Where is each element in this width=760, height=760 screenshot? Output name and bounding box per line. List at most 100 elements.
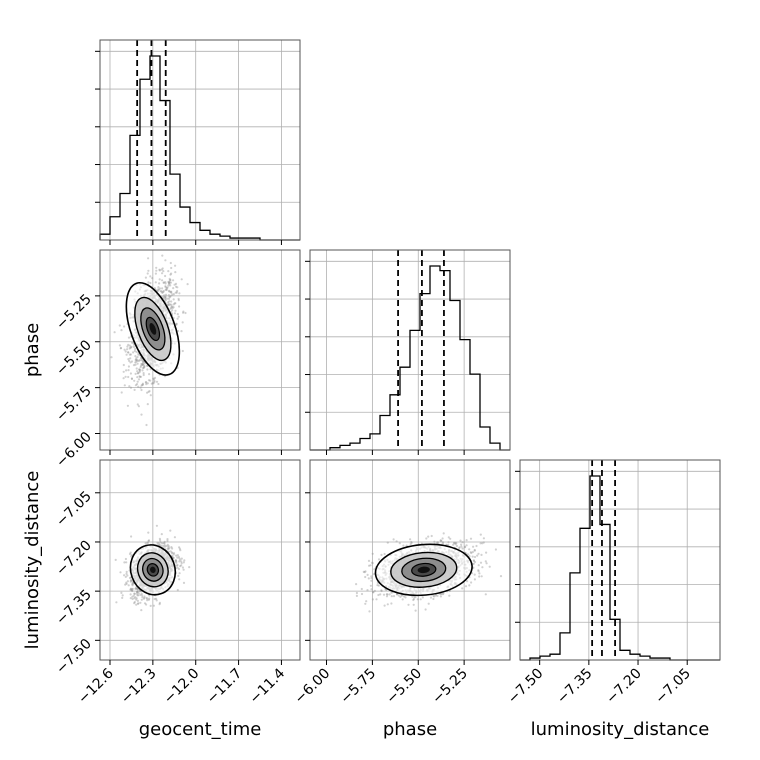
scatter-point xyxy=(141,383,144,386)
scatter-point xyxy=(169,294,172,297)
scatter-point xyxy=(172,279,175,282)
scatter-point xyxy=(170,266,173,270)
scatter-point xyxy=(369,584,372,587)
scatter-point xyxy=(129,593,132,596)
scatter-point xyxy=(395,593,399,596)
scatter-point xyxy=(178,557,181,560)
scatter-point xyxy=(432,597,435,601)
scatter-point xyxy=(127,351,130,354)
scatter-point xyxy=(168,279,172,282)
scatter-point xyxy=(158,537,161,540)
scatter-point xyxy=(123,384,126,387)
scatter-point xyxy=(158,603,161,606)
scatter-point xyxy=(470,551,473,555)
scatter-point xyxy=(181,349,184,353)
scatter-point xyxy=(153,380,156,383)
scatter-point xyxy=(385,593,388,596)
scatter-point xyxy=(136,380,139,383)
scatter-point xyxy=(166,297,169,300)
scatter-point xyxy=(130,579,133,582)
scatter-point xyxy=(409,538,412,541)
scatter-point xyxy=(377,593,380,597)
scatter-point xyxy=(157,542,160,545)
scatter-point xyxy=(169,307,172,310)
scatter-point xyxy=(129,580,132,583)
scatter-point xyxy=(439,595,442,598)
scatter-point xyxy=(167,282,171,285)
scatter-point xyxy=(137,594,140,597)
scatter-point xyxy=(152,377,155,380)
scatter-point xyxy=(129,372,132,375)
scatter-point xyxy=(404,596,407,599)
scatter-point xyxy=(175,322,178,325)
histogram-step xyxy=(520,475,720,661)
scatter-point xyxy=(164,297,167,300)
scatter-point xyxy=(181,566,184,569)
scatter-point xyxy=(142,597,145,600)
scatter-point xyxy=(170,303,173,306)
scatter-point xyxy=(170,551,173,554)
scatter-point xyxy=(478,575,481,578)
scatter-point xyxy=(169,261,172,265)
scatter-point xyxy=(140,362,143,366)
scatter-point xyxy=(124,575,127,579)
density-contour xyxy=(417,566,430,574)
scatter-point xyxy=(170,300,173,303)
scatter-point xyxy=(421,596,424,599)
scatter-point xyxy=(143,362,147,365)
x-tick-label: −12.6 xyxy=(75,665,117,707)
scatter-point xyxy=(412,603,415,606)
scatter-point xyxy=(151,277,154,280)
scatter-point xyxy=(176,313,179,316)
scatter-point xyxy=(178,546,181,549)
scatter-point xyxy=(131,588,134,591)
scatter-point xyxy=(161,291,164,294)
scatter-point xyxy=(482,541,485,544)
scatter-point xyxy=(132,594,135,597)
scatter-point xyxy=(440,540,443,543)
scatter-point xyxy=(388,593,391,596)
scatter-point xyxy=(464,585,468,588)
scatter-point xyxy=(135,598,138,601)
scatter-point xyxy=(370,588,373,591)
scatter-point xyxy=(119,346,123,350)
scatter-point xyxy=(469,551,472,554)
scatter-point xyxy=(179,549,182,552)
scatter-point xyxy=(499,575,503,578)
scatter-point xyxy=(130,360,134,363)
scatter-point xyxy=(159,539,162,542)
scatter-point xyxy=(414,609,417,612)
x-tick-label: −12.3 xyxy=(118,666,160,708)
scatter-point xyxy=(441,542,444,545)
scatter-point xyxy=(162,542,165,545)
scatter-point xyxy=(145,381,148,384)
scatter-point xyxy=(412,597,415,601)
grid-lines xyxy=(100,460,300,660)
x-tick-label: −5.25 xyxy=(429,666,471,708)
scatter-point xyxy=(141,369,144,372)
scatter-point xyxy=(134,355,137,358)
scatter-point xyxy=(129,353,132,356)
scatter-point xyxy=(397,594,400,597)
scatter-point xyxy=(128,344,131,347)
scatter-point xyxy=(114,558,117,562)
grid-lines xyxy=(100,40,300,240)
scatter-point xyxy=(165,288,168,291)
scatter-point xyxy=(427,535,430,538)
scatter-point xyxy=(476,554,479,557)
histogram-step xyxy=(99,55,300,241)
scatter-point xyxy=(132,582,135,585)
scatter-point xyxy=(160,533,163,536)
scatter-point xyxy=(129,579,132,582)
scatter-point xyxy=(174,559,178,562)
scatter-point xyxy=(402,595,406,598)
scatter-point xyxy=(176,556,179,559)
scatter-point xyxy=(164,259,167,262)
scatter-point xyxy=(130,535,133,538)
scatter-point xyxy=(165,286,168,290)
scatter-point xyxy=(139,386,142,389)
scatter-point xyxy=(129,346,133,349)
scatter-point xyxy=(137,353,140,356)
scatter-point xyxy=(488,565,491,568)
scatter-point xyxy=(163,540,166,544)
